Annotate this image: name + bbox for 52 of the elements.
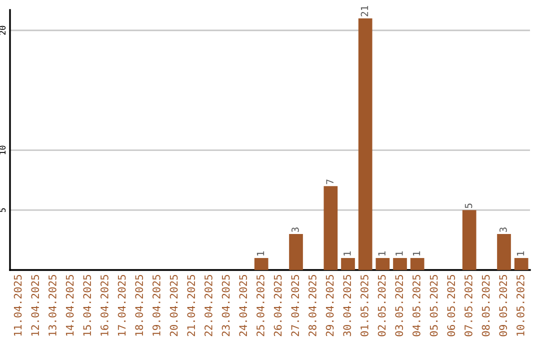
x-tick-label: 11.04.2025 xyxy=(14,275,22,336)
bar xyxy=(254,258,268,270)
x-tick-label: 06.05.2025 xyxy=(447,275,456,336)
x-tick-label: 27.04.2025 xyxy=(291,275,300,336)
x-tick-label: 03.05.2025 xyxy=(395,275,404,336)
x-tick-label: 05.05.2025 xyxy=(430,275,438,336)
x-tick-label: 04.05.2025 xyxy=(412,275,420,336)
bar xyxy=(289,234,303,270)
data-label: 3 xyxy=(291,228,299,232)
x-tick-label: 29.04.2025 xyxy=(326,275,334,336)
bar xyxy=(462,210,476,270)
data-label: 5 xyxy=(464,204,472,208)
bar xyxy=(376,258,390,270)
x-tick-label: 02.05.2025 xyxy=(378,275,386,336)
bar xyxy=(514,258,528,270)
bar xyxy=(358,18,372,270)
x-tick-label: 13.04.2025 xyxy=(48,275,56,336)
x-tick-label: 08.05.2025 xyxy=(482,275,490,336)
data-label: 1 xyxy=(516,251,524,256)
bar xyxy=(341,258,355,270)
x-tick-label: 26.04.2025 xyxy=(274,275,282,336)
x-tick-label: 21.04.2025 xyxy=(187,275,196,336)
x-tick-label: 01.05.2025 xyxy=(360,275,368,336)
x-tick-label: 28.04.2025 xyxy=(308,275,316,336)
bar xyxy=(393,258,407,270)
bar xyxy=(324,186,338,270)
bar xyxy=(410,258,424,270)
x-tick-label: 18.04.2025 xyxy=(135,275,144,336)
data-label: 1 xyxy=(396,251,403,256)
x-tick-label: 16.04.2025 xyxy=(100,275,108,336)
x-tick-label: 20.04.2025 xyxy=(170,275,178,336)
bar xyxy=(497,234,511,270)
x-tick-label: 19.04.2025 xyxy=(152,275,160,336)
x-tick-label: 23.04.2025 xyxy=(222,275,230,336)
data-label: 1 xyxy=(256,251,264,256)
x-tick-label: 25.04.2025 xyxy=(256,275,264,336)
x-tick-label: 09.05.2025 xyxy=(499,275,508,336)
x-tick-label: 12.04.2025 xyxy=(31,275,40,336)
x-tick-label: 17.04.2025 xyxy=(118,275,126,336)
x-tick-label: 15.04.2025 xyxy=(83,275,92,336)
data-label: 7 xyxy=(326,180,334,184)
x-tick-label: 14.04.2025 xyxy=(66,275,74,336)
x-tick-label: 10.05.2025 xyxy=(516,275,524,336)
x-tick-label: 24.04.2025 xyxy=(239,275,248,336)
data-label: 1 xyxy=(344,251,351,256)
data-label: 3 xyxy=(499,228,507,232)
data-label: 21 xyxy=(360,6,368,16)
x-tick-label: 30.04.2025 xyxy=(343,275,352,336)
data-label: 1 xyxy=(378,251,386,256)
x-tick-label: 22.04.2025 xyxy=(204,275,212,336)
data-label: 1 xyxy=(412,251,420,256)
x-tick-label: 07.05.2025 xyxy=(464,275,472,336)
